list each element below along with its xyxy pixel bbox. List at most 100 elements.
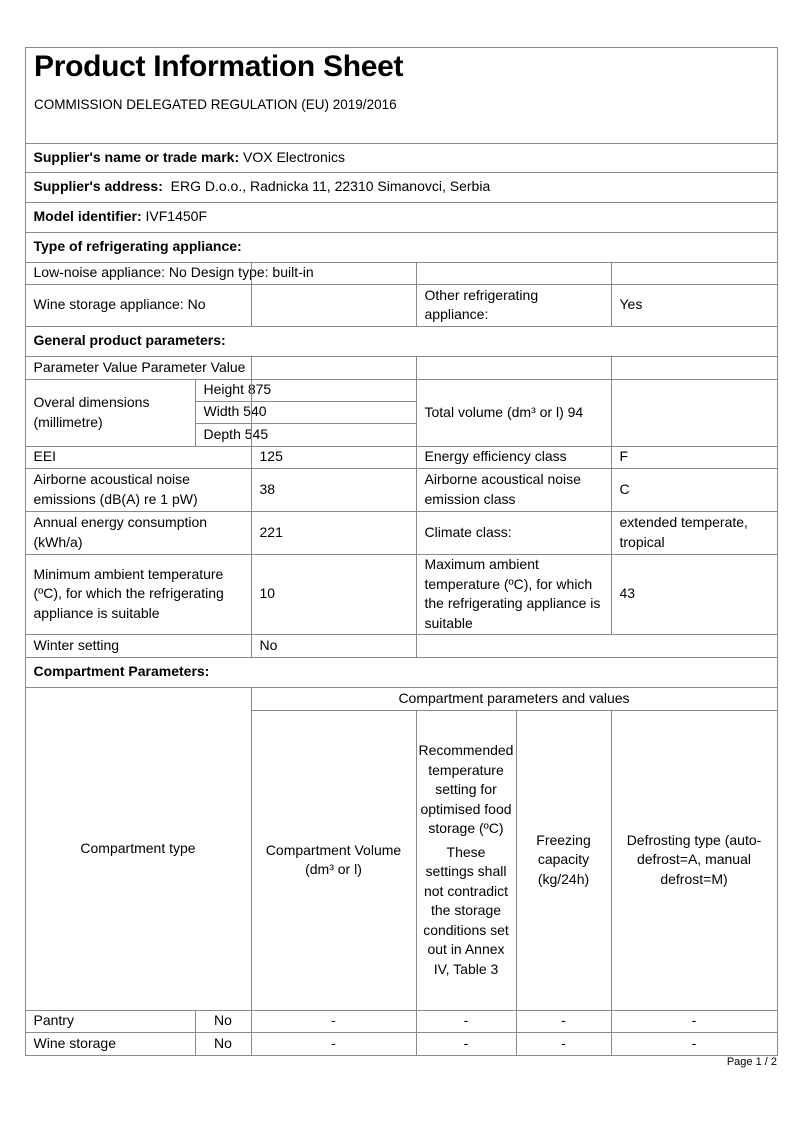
- min-ambient-value: 10: [250, 553, 417, 635]
- param-header-cell: Parameter Value Parameter Value: [24, 355, 417, 380]
- model-value: IVF1450F: [141, 208, 208, 225]
- row-volume: -: [250, 1031, 417, 1056]
- divider: [251, 356, 252, 379]
- energy-class-value: F: [610, 445, 778, 469]
- row-temp-text: -: [463, 1034, 469, 1051]
- supplier-name-value: VOX Electronics: [239, 148, 345, 165]
- compartment-group-header-text: Compartment parameters and values: [398, 689, 630, 706]
- general-heading-text: General product parameters:: [33, 332, 226, 349]
- eei-label: EEI: [24, 445, 252, 469]
- total-volume-text: Total volume (dm³ or l) 94: [424, 403, 584, 420]
- max-ambient-value: 43: [610, 553, 778, 635]
- other-refrigerating-value: Yes: [610, 283, 778, 327]
- empty-cell: [415, 633, 778, 658]
- volume-header-text: Compartment Volume (dm³ or l): [265, 841, 402, 878]
- min-ambient-label-text: Minimum ambient temperature (ºC), for wh…: [33, 565, 224, 621]
- compartment-heading-text: Compartment Parameters:: [33, 663, 210, 680]
- total-volume: Total volume (dm³ or l) 94: [415, 378, 612, 447]
- row-volume: -: [250, 1009, 417, 1033]
- row-temp-text: -: [463, 1012, 469, 1029]
- winter-value: No: [250, 633, 417, 658]
- climate-value-text: extended temperate, tropical: [619, 514, 748, 550]
- compartment-group-header: Compartment parameters and values: [250, 686, 778, 711]
- row-present: No: [194, 1009, 252, 1033]
- page-number: Page 1 / 2: [726, 1056, 777, 1068]
- eei-value-text: 125: [259, 448, 283, 465]
- min-ambient-label: Minimum ambient temperature (ºC), for wh…: [24, 553, 252, 635]
- eei-label-text: EEI: [33, 448, 57, 465]
- winter-label-text: Winter setting: [33, 636, 120, 653]
- row-present: No: [194, 1031, 252, 1056]
- compartment-heading: Compartment Parameters:: [24, 656, 778, 688]
- energy-class-label-text: Energy efficiency class: [424, 448, 567, 465]
- row-present-text: No: [214, 1034, 232, 1051]
- temperature-header: Recommended temperature setting for opti…: [415, 709, 517, 1011]
- temperature-note-text: These settings shall not contradict the …: [423, 843, 509, 977]
- type-heading-text: Type of refrigerating appliance:: [33, 238, 242, 255]
- noise-class-value: C: [610, 467, 778, 512]
- wine-storage-appliance-text: Wine storage appliance: No: [33, 296, 206, 313]
- freezing-header: Freezing capacity (kg/24h): [515, 709, 612, 1011]
- defrost-header: Defrosting type (auto-defrost=A, manual …: [610, 709, 778, 1011]
- row-temp: -: [415, 1031, 517, 1056]
- depth-text: Depth 545: [203, 425, 269, 442]
- dimensions-label-text: Overal dimensions (millimetre): [33, 394, 150, 430]
- compartment-type-header: Compartment type: [24, 686, 252, 1011]
- noise-label-text: Airborne acoustical noise emissions (dB(…: [33, 471, 198, 507]
- dimension-height: Height 875: [194, 378, 417, 402]
- annual-energy-value: 221: [250, 510, 417, 555]
- temperature-header-text: Recommended temperature setting for opti…: [418, 742, 514, 836]
- regulation-subtitle: COMMISSION DELEGATED REGULATION (EU) 201…: [34, 97, 397, 112]
- other-refrigerating-label: Other refrigerating appliance:: [415, 283, 612, 327]
- row-name: Wine storage: [24, 1031, 196, 1056]
- row-defrost: -: [610, 1031, 778, 1056]
- annual-energy-label-text: Annual energy consumption (kWh/a): [33, 514, 208, 550]
- max-ambient-value-text: 43: [619, 585, 636, 602]
- noise-value-text: 38: [259, 480, 276, 497]
- climate-value: extended temperate, tropical: [610, 510, 778, 555]
- dimension-width: Width 540: [194, 400, 417, 424]
- winter-value-text: No: [259, 636, 278, 653]
- width-text: Width 540: [203, 403, 267, 420]
- empty-cell: [610, 355, 778, 380]
- wine-storage-appliance-cell: Wine storage appliance: No: [24, 283, 252, 327]
- height-text: Height 875: [203, 381, 272, 398]
- max-ambient-label: Maximum ambient temperature (ºC), for wh…: [415, 553, 612, 635]
- energy-class-value-text: F: [619, 448, 629, 465]
- energy-class-label: Energy efficiency class: [415, 445, 612, 469]
- supplier-address-label: Supplier's address:: [33, 178, 163, 195]
- row-freezing-text: -: [561, 1034, 566, 1051]
- model-label: Model identifier:: [33, 208, 142, 225]
- noise-class-value-text: C: [619, 480, 630, 497]
- annual-energy-label: Annual energy consumption (kWh/a): [24, 510, 252, 555]
- general-heading: General product parameters:: [24, 325, 778, 357]
- dimensions-label: Overal dimensions (millimetre): [24, 378, 196, 447]
- supplier-address-row: Supplier's address: ERG D.o.o., Radnicka…: [24, 171, 778, 203]
- row-present-text: No: [214, 1012, 232, 1029]
- low-noise-text: Low-noise appliance: No Design type: bui…: [33, 264, 314, 281]
- row-name: Pantry: [24, 1009, 196, 1033]
- row-defrost-text: -: [691, 1012, 697, 1029]
- other-refrigerating-label-text: Other refrigerating appliance:: [424, 286, 539, 323]
- empty-cell: [415, 355, 612, 380]
- model-row: Model identifier: IVF1450F: [24, 201, 778, 233]
- climate-label: Climate class:: [415, 510, 612, 555]
- row-temp: -: [415, 1009, 517, 1033]
- row-name-text: Pantry: [33, 1012, 74, 1029]
- row-volume-text: -: [331, 1012, 336, 1029]
- compartment-type-header-text: Compartment type: [80, 839, 196, 856]
- supplier-name-label: Supplier's name or trade mark:: [33, 148, 240, 165]
- other-refrigerating-value-text: Yes: [619, 296, 643, 313]
- defrost-header-text: Defrosting type (auto-defrost=A, manual …: [626, 831, 762, 887]
- type-heading: Type of refrigerating appliance:: [24, 231, 778, 263]
- noise-label: Airborne acoustical noise emissions (dB(…: [24, 467, 252, 512]
- winter-label: Winter setting: [24, 633, 252, 658]
- divider: [251, 379, 252, 446]
- supplier-name-row: Supplier's name or trade mark: VOX Elect…: [24, 142, 778, 173]
- dimension-depth: Depth 545: [194, 422, 417, 447]
- noise-class-label: Airborne acoustical noise emission class: [415, 467, 612, 512]
- volume-header: Compartment Volume (dm³ or l): [250, 709, 417, 1011]
- param-header-text: Parameter Value Parameter Value: [33, 358, 246, 375]
- eei-value: 125: [250, 445, 417, 469]
